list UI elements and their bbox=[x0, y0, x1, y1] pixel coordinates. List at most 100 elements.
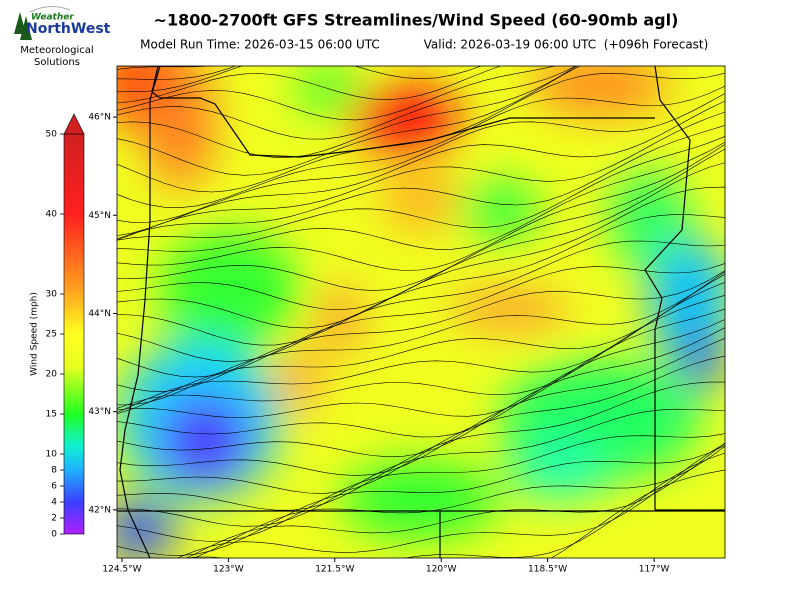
streamline bbox=[117, 148, 725, 291]
colorbar-extend bbox=[63, 113, 85, 135]
colorbar-tick-label: 25 bbox=[46, 330, 57, 340]
streamline bbox=[117, 355, 725, 494]
colorbar-tick-label: 40 bbox=[46, 210, 58, 220]
streamline bbox=[117, 135, 725, 241]
y-tick-label: 42°N bbox=[88, 505, 111, 515]
y-tick-label: 43°N bbox=[88, 407, 111, 417]
colorbar-tick-label: 8 bbox=[51, 466, 57, 476]
wind-blob bbox=[350, 85, 460, 155]
wind-blob bbox=[145, 66, 215, 190]
streamline bbox=[117, 273, 725, 415]
streamline bbox=[117, 444, 725, 556]
streamline bbox=[117, 143, 725, 271]
streamline bbox=[117, 100, 725, 236]
state-border bbox=[644, 66, 691, 510]
wind-blob bbox=[117, 500, 175, 558]
y-tick-label: 45°N bbox=[88, 211, 111, 221]
x-tick-label: 118.5°W bbox=[528, 565, 567, 575]
streamlines bbox=[100, 0, 740, 558]
wind-blob bbox=[160, 395, 250, 485]
colorbar-tick-label: 20 bbox=[46, 370, 58, 380]
model-run: Model Run Time: 2026-03-15 06:00 UTC bbox=[140, 38, 380, 52]
logo-tagline: Meteorological bbox=[20, 45, 93, 56]
streamline bbox=[117, 263, 725, 378]
x-tick-label: 117°W bbox=[639, 565, 670, 575]
valid-time: Valid: 2026-03-19 06:00 UTC (+096h Forec… bbox=[424, 38, 709, 52]
streamline bbox=[117, 66, 557, 121]
map-axes: 124.5°W 123°W 121.5°W 120°W 118.5°W 117°W 42°N… bbox=[88, 113, 669, 575]
streamline bbox=[177, 443, 725, 558]
colorbar-label: Wind Speed (mph) bbox=[30, 292, 40, 376]
wind-blob bbox=[460, 180, 540, 240]
wind-blob bbox=[282, 345, 318, 415]
streamline bbox=[117, 319, 725, 438]
colorbar-tick-label: 0 bbox=[51, 530, 57, 540]
streamline bbox=[117, 271, 725, 406]
logo-brand-top: Weather bbox=[31, 13, 74, 23]
streamline bbox=[117, 308, 725, 418]
streamline bbox=[117, 111, 725, 241]
streamline bbox=[117, 282, 725, 413]
streamline bbox=[117, 66, 577, 140]
colorbar: Wind Speed (mph) 0 2 4 6 8 10 15 20 25 30 40 50 bbox=[30, 113, 85, 540]
state-border bbox=[151, 66, 655, 158]
x-tick-label: 120°W bbox=[426, 565, 457, 575]
streamline bbox=[185, 452, 725, 558]
streamline bbox=[117, 327, 725, 458]
streamline bbox=[550, 469, 725, 558]
streamline bbox=[117, 433, 725, 542]
wind-blob bbox=[318, 285, 362, 355]
logo-brand: NorthWest bbox=[26, 21, 111, 37]
streamline bbox=[117, 66, 482, 93]
wind-blob bbox=[530, 66, 670, 115]
y-tick-label: 44°N bbox=[88, 309, 111, 319]
streamline bbox=[186, 442, 725, 558]
wind-blob bbox=[160, 230, 300, 350]
colorbar-tick-label: 2 bbox=[51, 514, 57, 524]
colorbar-tick-label: 30 bbox=[46, 290, 58, 300]
colorbar-ramp bbox=[63, 133, 85, 535]
colorbar-tick-label: 10 bbox=[46, 450, 58, 460]
streamline bbox=[117, 240, 725, 362]
y-tick-label: 46°N bbox=[88, 113, 111, 123]
wind-blob bbox=[295, 66, 365, 115]
borders bbox=[117, 66, 725, 558]
streamline bbox=[117, 141, 725, 252]
colorbar-tick-label: 15 bbox=[46, 410, 57, 420]
coastline bbox=[119, 66, 161, 558]
logo-arc bbox=[29, 6, 71, 13]
logo-trees bbox=[14, 12, 32, 40]
colorbar-tick-label: 50 bbox=[46, 130, 58, 140]
field-blobs bbox=[117, 66, 725, 558]
streamline bbox=[193, 445, 725, 558]
streamline bbox=[117, 408, 725, 527]
wind-blob bbox=[450, 292, 570, 328]
streamline bbox=[117, 294, 725, 409]
colorbar-tick-label: 6 bbox=[51, 482, 57, 492]
x-tick-label: 124.5°W bbox=[102, 565, 141, 575]
map-field bbox=[100, 0, 740, 558]
streamline bbox=[117, 85, 725, 209]
wind-blob bbox=[678, 330, 722, 390]
x-tick-label: 121.5°W bbox=[315, 565, 354, 575]
streamline bbox=[117, 93, 725, 223]
streamline bbox=[117, 270, 725, 392]
x-tick-label: 123°W bbox=[213, 565, 244, 575]
logo-tagline: Solutions bbox=[34, 57, 80, 68]
streamline bbox=[117, 66, 578, 158]
streamline bbox=[117, 381, 725, 511]
streamline bbox=[117, 66, 502, 104]
streamline bbox=[117, 66, 237, 80]
streamline bbox=[117, 125, 725, 240]
wind-blob bbox=[340, 460, 500, 540]
streamline bbox=[100, 0, 740, 62]
wind-blob bbox=[650, 240, 725, 360]
map-frame bbox=[116, 65, 726, 559]
wind-blob bbox=[510, 440, 610, 500]
streamline bbox=[117, 186, 725, 329]
colorbar-tick-label: 4 bbox=[51, 498, 57, 508]
logo: Weather NorthWest Meteorological Solutio… bbox=[14, 6, 111, 68]
streamline bbox=[117, 214, 725, 346]
streamline bbox=[117, 66, 581, 176]
